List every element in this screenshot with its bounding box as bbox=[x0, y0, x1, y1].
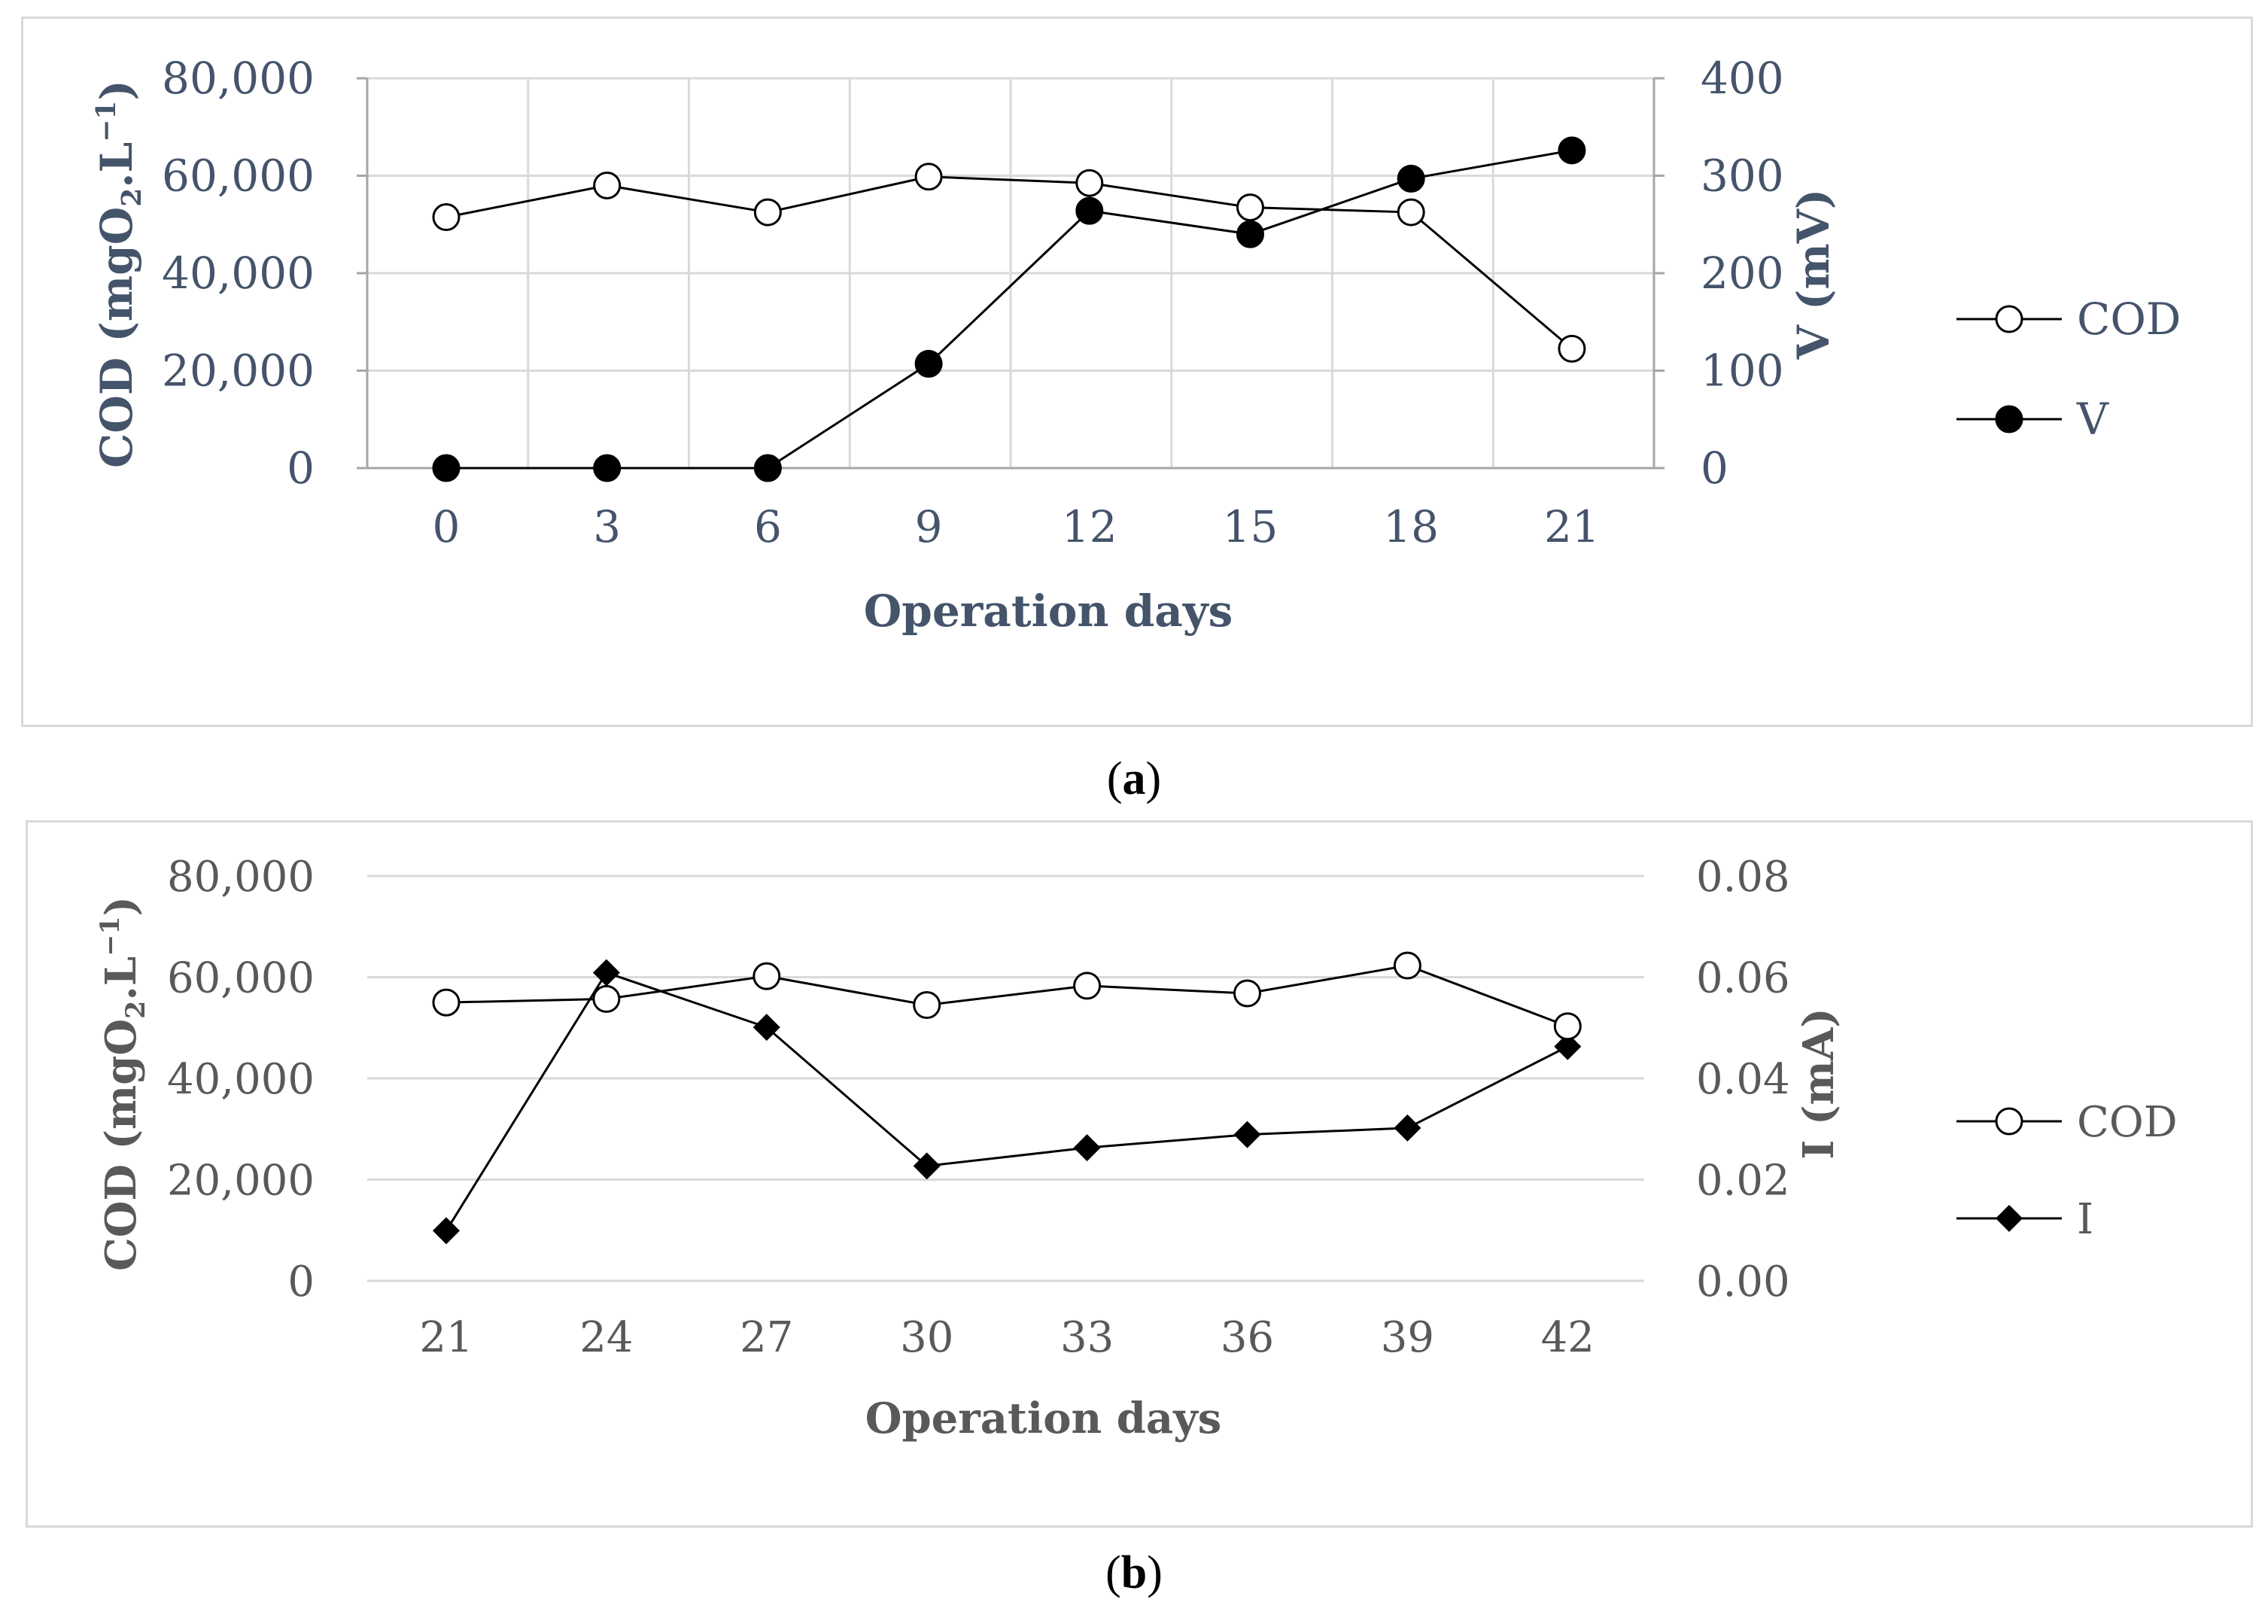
chart-a-x-tick-label: 15 bbox=[1223, 501, 1278, 552]
chart-a-cod-point bbox=[914, 163, 943, 191]
chart-a-x-tick-label: 9 bbox=[915, 501, 943, 552]
chart-b-x-tick-label: 24 bbox=[579, 1313, 633, 1362]
panel-a-caption: (a) bbox=[1106, 753, 1162, 804]
chart-b-y-left-axis-title: COD (mgO2.L−1) bbox=[95, 896, 151, 1271]
chart-a-y-left-tick-label: 80,000 bbox=[162, 53, 315, 104]
chart-b-y-right-tick-label: 0.04 bbox=[1696, 1055, 1790, 1104]
chart-b-series-cod-line bbox=[445, 964, 1568, 1028]
chart-b-cod-point bbox=[592, 984, 621, 1013]
chart-b-cod-point bbox=[1073, 972, 1102, 1000]
chart-a-y-left-tick-label: 60,000 bbox=[162, 151, 315, 202]
chart-a-x-axis-title: Operation days bbox=[864, 585, 1233, 637]
chart-b-y-left-tick-label: 20,000 bbox=[167, 1157, 315, 1206]
chart-a-v-point bbox=[432, 454, 461, 482]
chart-b-i-point bbox=[1233, 1121, 1261, 1148]
panel-a-caption-letter: a bbox=[1122, 753, 1146, 804]
chart-a-y-left-tick-label: 0 bbox=[287, 442, 315, 494]
chart-b-cod-point bbox=[432, 988, 461, 1017]
panel-a-frame bbox=[21, 17, 2253, 727]
chart-a-cod-point bbox=[593, 171, 622, 199]
chart-b-cod-point bbox=[1553, 1012, 1582, 1041]
chart-b-x-tick-label: 42 bbox=[1541, 1313, 1595, 1362]
chart-b-x-tick-label: 30 bbox=[900, 1313, 953, 1362]
chart-b-legend-cod-marker bbox=[1995, 1107, 2023, 1136]
chart-b-i-point bbox=[433, 1217, 460, 1245]
panel-b-caption-letter: b bbox=[1120, 1547, 1148, 1598]
chart-b-cod-point bbox=[752, 962, 781, 990]
chart-a-v-point bbox=[1075, 196, 1104, 225]
chart-b-i-point bbox=[1073, 1134, 1101, 1162]
chart-a-y-left-axis-title: COD (mgO2.L−1) bbox=[90, 80, 147, 468]
chart-a-v-point bbox=[593, 454, 622, 482]
chart-a-x-tick-label: 3 bbox=[593, 501, 621, 552]
chart-a-y-right-tick-label: 300 bbox=[1701, 151, 1784, 202]
chart-a-legend-v-marker bbox=[1995, 405, 2023, 433]
chart-b-y-left-tick-label: 60,000 bbox=[167, 954, 315, 1003]
chart-a-cod-point bbox=[1558, 334, 1586, 363]
chart-a-v-point bbox=[914, 349, 943, 378]
chart-b-x-tick-label: 21 bbox=[419, 1313, 473, 1362]
chart-a-cod-point bbox=[1397, 198, 1425, 227]
chart-a-x-tick-label: 0 bbox=[433, 501, 461, 552]
chart-a-x-tick-label: 6 bbox=[754, 501, 782, 552]
chart-b-y-right-tick-label: 0.08 bbox=[1696, 853, 1790, 902]
chart-b-legend-i-label: I bbox=[2077, 1195, 2093, 1244]
chart-b-y-left-tick-label: 40,000 bbox=[167, 1055, 315, 1104]
chart-b-x-tick-label: 27 bbox=[740, 1313, 793, 1362]
chart-b-y-left-tick-label: 0 bbox=[287, 1258, 315, 1306]
chart-b-i-point bbox=[1554, 1032, 1582, 1060]
chart-b-cod-point bbox=[1233, 979, 1261, 1008]
chart-a-cod-point bbox=[753, 198, 782, 227]
chart-a-x-tick-label: 18 bbox=[1383, 501, 1439, 552]
chart-b-x-axis-title: Operation days bbox=[865, 1394, 1222, 1443]
chart-b-i-point bbox=[913, 1152, 941, 1180]
chart-a-v-point bbox=[1397, 164, 1425, 193]
chart-a-series-cod-line bbox=[445, 175, 1573, 350]
chart-a-x-tick-label: 21 bbox=[1544, 501, 1600, 552]
chart-b-i-point bbox=[1394, 1114, 1421, 1142]
chart-a-v-point bbox=[1236, 220, 1264, 248]
chart-b-y-right-axis-title: I (mA) bbox=[1794, 1008, 1844, 1159]
chart-a: 0 20,000 40,000 60,000 80,000 0 100 200 300 400 0 3… bbox=[90, 53, 2181, 637]
chart-a-y-right-tick-label: 100 bbox=[1701, 345, 1784, 397]
chart-a-y-right-tick-label: 200 bbox=[1701, 248, 1784, 299]
chart-a-cod-point bbox=[432, 203, 461, 232]
chart-b-series-i-line bbox=[445, 971, 1568, 1232]
chart-a-legend-v-label: V bbox=[2076, 394, 2109, 445]
chart-b-x-tick-label: 39 bbox=[1381, 1313, 1434, 1362]
chart-a-v-point bbox=[1558, 136, 1586, 165]
chart-b-legend-cod-label: COD bbox=[2077, 1098, 2178, 1147]
chart-a-y-left-tick-label: 40,000 bbox=[162, 248, 315, 299]
chart-b-i-point bbox=[592, 959, 620, 987]
chart-b-y-left-tick-label: 80,000 bbox=[167, 853, 315, 902]
panel-b-frame bbox=[26, 820, 2253, 1528]
chart-b-cod-point bbox=[1393, 951, 1421, 980]
chart-a-legend-cod-label: COD bbox=[2077, 293, 2181, 345]
chart-a-y-right-axis-title: V (mV) bbox=[1788, 189, 1839, 360]
chart-b-i-point bbox=[752, 1014, 780, 1042]
chart-a-cod-point bbox=[1075, 169, 1104, 197]
chart-b-y-right-tick-label: 0.00 bbox=[1696, 1258, 1790, 1306]
chart-a-cod-point bbox=[1236, 193, 1264, 222]
chart-a-legend-cod-marker bbox=[1995, 305, 2023, 333]
chart-b-cod-point bbox=[913, 990, 941, 1019]
chart-a-y-right-tick-label: 0 bbox=[1701, 442, 1728, 494]
chart-a-x-tick-label: 12 bbox=[1062, 501, 1117, 552]
chart-b-x-tick-label: 36 bbox=[1221, 1313, 1274, 1362]
chart-b-x-tick-label: 33 bbox=[1060, 1313, 1114, 1362]
chart-a-y-left-tick-label: 20,000 bbox=[162, 345, 315, 397]
panel-b-caption: (b) bbox=[1105, 1547, 1163, 1598]
chart-b-y-right-tick-label: 0.06 bbox=[1696, 954, 1790, 1003]
chart-a-y-right-tick-label: 400 bbox=[1701, 53, 1784, 104]
chart-a-series-v-line bbox=[446, 149, 1573, 470]
chart-b-y-right-tick-label: 0.02 bbox=[1696, 1157, 1790, 1206]
chart-b-legend-i-marker bbox=[1996, 1205, 2023, 1232]
chart-a-v-point bbox=[753, 454, 782, 482]
